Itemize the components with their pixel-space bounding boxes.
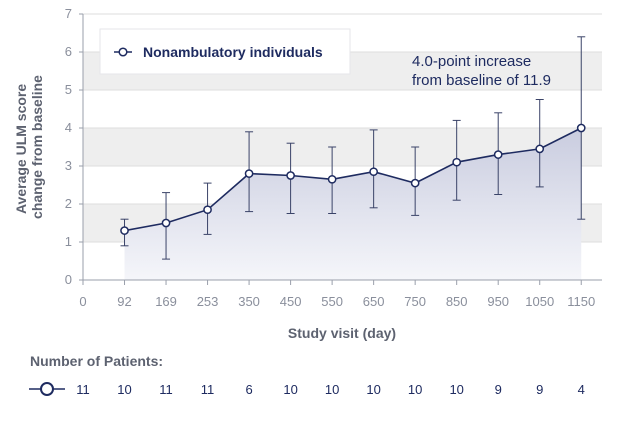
legend-label: Nonambulatory individuals: [143, 44, 323, 60]
patient-count: 11: [76, 382, 90, 397]
y-axis-label: Average ULM score change from baseline: [13, 75, 45, 219]
y-tick-label: 5: [65, 82, 72, 97]
annotation-line-1: 4.0-point increase: [412, 53, 531, 70]
legend: Nonambulatory individuals: [99, 28, 351, 75]
error-bar: [535, 99, 544, 188]
series-line: [124, 127, 582, 232]
x-tick-label: 0: [79, 294, 86, 309]
data-point: [203, 205, 212, 215]
y-tick-label: 3: [65, 158, 72, 173]
y-tick-label: 4: [65, 120, 72, 135]
y-axis-label-line-1: Average ULM score: [13, 84, 29, 214]
data-point: [369, 167, 378, 177]
annotation: 4.0-point increase from baseline of 11.9: [412, 53, 551, 89]
patient-count: 10: [407, 382, 423, 397]
y-tick-label: 0: [65, 272, 72, 287]
patient-count: 10: [283, 382, 298, 397]
x-tick-label: 169: [155, 294, 177, 309]
x-tick-label: 1150: [567, 294, 595, 309]
patient-count: 10: [449, 382, 464, 397]
data-point: [493, 150, 503, 159]
data-point: [244, 169, 254, 178]
data-point: [120, 226, 129, 235]
data-point: [161, 218, 171, 228]
x-tick-label: 92: [117, 294, 131, 309]
patient-count: 4: [577, 382, 585, 397]
x-tick-label: 750: [404, 294, 426, 309]
x-tick-label: 550: [321, 294, 343, 309]
data-point: [327, 174, 337, 184]
ulm-chart: 0 1 2 3 4 5 6 7 0 92 169 253 350 450 550 650 750 850 950 1…: [13, 6, 602, 341]
y-axis-label-line-2: change from baseline: [29, 75, 45, 219]
data-point: [576, 123, 586, 133]
patients-title: Number of Patients:: [30, 353, 164, 369]
y-tick-label: 1: [65, 234, 72, 249]
patient-count: 6: [245, 382, 253, 397]
x-tick-label: 253: [197, 294, 219, 309]
patient-count: 11: [159, 382, 173, 397]
x-tick-label: 950: [487, 294, 509, 309]
x-axis-label: Study visit (day): [288, 325, 396, 341]
y-tick-label: 6: [65, 44, 72, 59]
x-tick-label: 1050: [525, 294, 554, 309]
x-tick-label: 850: [446, 294, 468, 309]
patient-count: 10: [117, 382, 132, 397]
annotation-line-2: from baseline of 11.9: [412, 72, 551, 89]
patient-count: 9: [536, 382, 544, 397]
data-point: [410, 178, 420, 188]
area-fill: [124, 128, 582, 280]
y-tick-label: 2: [65, 196, 72, 211]
patient-count: 11: [200, 382, 215, 397]
data-point: [452, 157, 462, 167]
x-tick-label: 650: [363, 294, 385, 309]
y-tick-label: 7: [65, 6, 72, 21]
data-point: [286, 171, 295, 180]
x-tick-label: 350: [238, 294, 260, 309]
patient-count: 9: [494, 382, 502, 397]
patient-count: 10: [366, 382, 381, 397]
data-point: [535, 144, 545, 154]
patient-count: 10: [324, 382, 340, 397]
x-tick-label: 450: [280, 294, 302, 309]
legend-marker: [114, 47, 132, 57]
patients-marker-icon: [29, 381, 65, 397]
